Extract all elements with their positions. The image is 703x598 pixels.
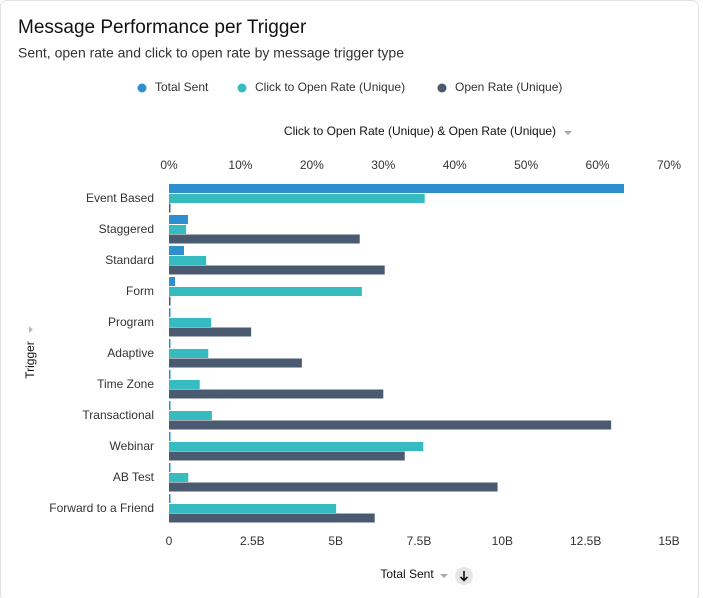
bar: [169, 256, 207, 265]
y-tick-label: Form: [126, 284, 154, 298]
y-tick-label: Transactional: [82, 408, 154, 422]
bar: [169, 308, 171, 317]
bar: [169, 225, 187, 234]
legend: Total Sent Click to Open Rate (Unique) Ope…: [137, 80, 562, 94]
y-tick-label: Standard: [105, 253, 154, 267]
x2-tick-label: 50%: [514, 158, 538, 172]
x-tick-label: 2.5B: [240, 534, 265, 548]
bar: [169, 504, 337, 513]
bar: [169, 380, 200, 389]
bar: [169, 339, 171, 348]
x-tick-label: 15B: [658, 534, 679, 548]
y-tick-label: Forward to a Friend: [49, 501, 154, 515]
axis-caret: [29, 326, 33, 333]
sort-caret[interactable]: [440, 574, 448, 578]
x2-tick-label: 70%: [657, 158, 681, 172]
x-tick-label: 7.5B: [407, 534, 432, 548]
bar: [169, 203, 171, 213]
bar: [169, 327, 252, 337]
y-tick-label: Event Based: [86, 191, 154, 205]
bar: [169, 358, 302, 368]
x2-tick-label: 60%: [586, 158, 610, 172]
legend-label: Open Rate (Unique): [455, 80, 562, 94]
sort-arrow: [459, 571, 469, 582]
x2-axis-title: Click to Open Rate (Unique) & Open Rate …: [284, 124, 556, 138]
bar: [169, 494, 171, 503]
bar: [169, 451, 405, 461]
bar: [169, 287, 362, 296]
y-tick-label: Program: [108, 315, 154, 329]
bar: [169, 265, 385, 275]
y-tick-label: AB Test: [113, 470, 155, 484]
x-tick-label: 12.5B: [570, 534, 601, 548]
y-tick-label: Webinar: [110, 439, 154, 453]
legend-label: Total Sent: [155, 80, 209, 94]
bar: [169, 442, 424, 451]
bar: [169, 234, 360, 244]
bar: [169, 473, 189, 482]
chart-subtitle: Sent, open rate and click to open rate b…: [18, 45, 404, 61]
y-tick-label: Adaptive: [107, 346, 154, 360]
bar: [169, 296, 171, 306]
bar: [169, 370, 171, 379]
x2-tick-label: 10%: [228, 158, 252, 172]
x-tick-label: 0: [166, 534, 173, 548]
legend-swatch: [437, 83, 447, 93]
legend-swatch: [237, 83, 247, 93]
bar: [169, 432, 171, 441]
bar: [169, 411, 212, 420]
bar: [169, 349, 209, 358]
bar: [169, 246, 184, 255]
legend-swatch: [137, 83, 147, 93]
bar: [169, 513, 375, 523]
y-tick-label: Time Zone: [97, 377, 154, 391]
bar: [169, 277, 175, 286]
x2-tick-label: 40%: [443, 158, 467, 172]
bar: [169, 482, 498, 492]
x-tick-label: 10B: [492, 534, 513, 548]
y-axis-title: Trigger: [23, 341, 37, 379]
bar: [169, 318, 212, 327]
chart-title: Message Performance per Trigger: [18, 17, 307, 38]
y-tick-label: Staggered: [99, 222, 154, 236]
bar: [169, 420, 612, 430]
bar: [169, 463, 171, 472]
x2-tick-label: 20%: [300, 158, 324, 172]
x2-tick-label: 30%: [371, 158, 395, 172]
bar: [169, 215, 188, 224]
bar: [169, 184, 624, 193]
sort-caret[interactable]: [564, 131, 572, 135]
bar: [169, 401, 171, 410]
bar: [169, 194, 425, 203]
x-tick-label: 5B: [328, 534, 343, 548]
x2-tick-label: 0%: [160, 158, 178, 172]
bar: [169, 389, 384, 399]
legend-label: Click to Open Rate (Unique): [255, 80, 405, 94]
x-axis-title: Total Sent: [380, 567, 434, 581]
